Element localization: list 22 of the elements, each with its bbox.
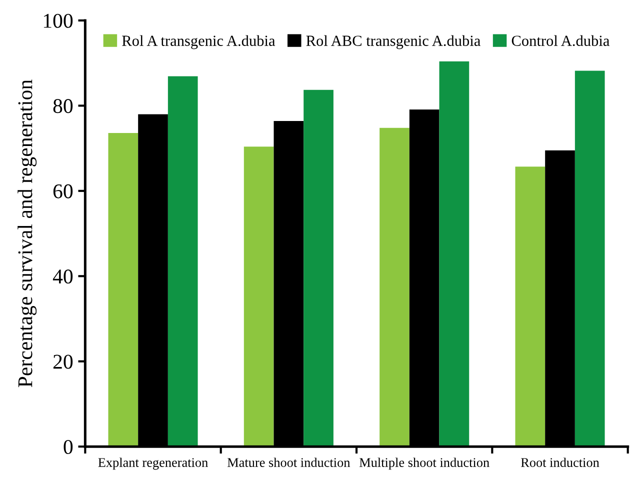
y-tick-label: 60 bbox=[53, 184, 73, 198]
bar bbox=[244, 146, 274, 447]
y-tick-label: 0 bbox=[64, 440, 73, 454]
bar bbox=[304, 90, 334, 447]
y-tick-label: 80 bbox=[53, 99, 73, 114]
bar bbox=[168, 76, 198, 447]
y-axis-title: Percentage survival and regeneration bbox=[18, 80, 37, 388]
bar bbox=[574, 70, 605, 447]
bar bbox=[439, 61, 470, 447]
bar bbox=[108, 132, 138, 447]
y-tick-label: 100 bbox=[44, 14, 73, 28]
x-tick-label: Explant regeneration bbox=[98, 458, 208, 470]
y-tick-label: 40 bbox=[52, 270, 73, 284]
legend-label: Rol A transgenic A.dubia bbox=[122, 35, 276, 50]
bar bbox=[380, 128, 410, 447]
x-tick-label: Mature shoot induction bbox=[227, 458, 350, 467]
y-tick-label: 20 bbox=[53, 354, 73, 369]
x-tick-label: Multiple shoot induction bbox=[359, 458, 490, 470]
legend-label: Control A.dubia bbox=[512, 35, 610, 46]
bar bbox=[515, 166, 546, 447]
legend-label: Rol ABC transgenic A.dubia bbox=[306, 35, 480, 50]
x-tick-label: Root induction bbox=[520, 458, 600, 467]
